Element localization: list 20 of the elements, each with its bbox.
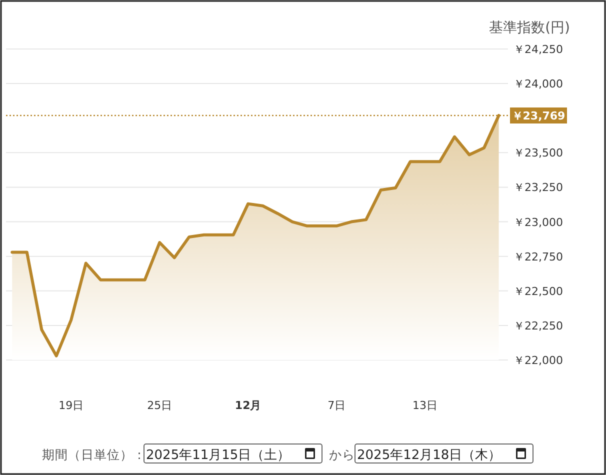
y-tick-label: ￥22,500 [514,284,563,298]
y-axis-title: 基準指数(円) [489,20,570,36]
x-tick-label: 13日 [412,399,438,412]
text: から [329,447,355,462]
y-tick-label: ￥22,000 [514,354,563,367]
y-tick-label: ￥23,000 [514,216,563,229]
text: 2025年11月15日（土） [146,448,290,463]
text: 2025年12月18日（木） [357,448,502,463]
x-tick-label: 25日 [147,399,172,412]
y-tick-label: ￥23,250 [514,181,563,194]
y-tick-label: ￥24,250 [514,43,563,56]
y-tick-label: ￥22,750 [514,250,563,264]
y-tick-label: ￥23,500 [514,146,563,160]
x-tick-label: 19日 [58,399,84,412]
y-tick-label: ￥24,000 [514,78,563,91]
x-tick-label: 7日 [328,399,346,412]
y-tick-label: ￥22,250 [514,319,563,332]
ref-line-label: ￥23,769 [512,109,566,122]
text: 期間（日単位）： [42,447,146,462]
x-tick-label: 12月 [234,399,262,412]
